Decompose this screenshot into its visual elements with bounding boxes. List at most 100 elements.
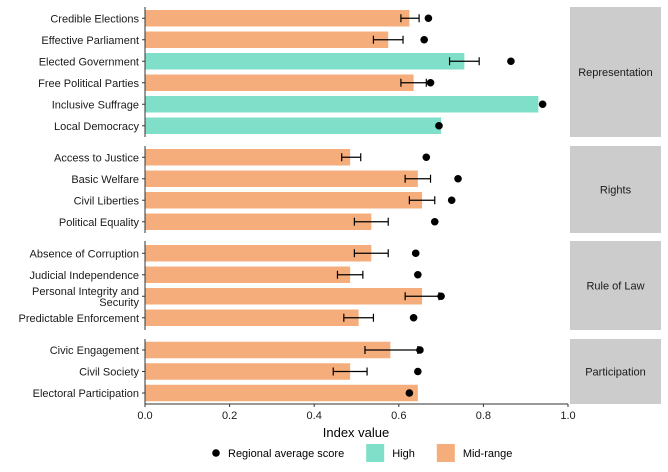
legend-item-regional-average-score: Regional average score <box>212 448 344 460</box>
row-predictable-enforcement: Predictable Enforcement <box>19 309 418 326</box>
legend-label: Regional average score <box>228 448 344 460</box>
y-tick-label: Effective Parliament <box>41 35 139 47</box>
y-tick-label: Political Equality <box>59 217 140 229</box>
y-tick-label: Civil Liberties <box>74 195 140 207</box>
error-bar <box>353 217 389 226</box>
bar <box>145 149 351 166</box>
x-tick-label: 0.0 <box>137 410 152 422</box>
row-civil-society: Civil Society <box>79 363 422 380</box>
error-bar <box>404 174 432 183</box>
legend-item-mid-range: Mid-range <box>436 444 513 462</box>
bar <box>145 341 391 359</box>
regional-average-point <box>414 367 422 376</box>
error-bar <box>400 14 420 23</box>
row-civic-engagement: Civic Engagement <box>50 341 424 359</box>
bar <box>145 266 351 283</box>
y-tick-label: Basic Welfare <box>71 174 139 186</box>
panel-rule-of-law: Rule of Law Absence of Corruption Judicial… <box>19 241 661 330</box>
row-credible-elections: Credible Elections <box>50 10 433 27</box>
y-tick-label: Free Political Parties <box>38 78 139 90</box>
error-bar <box>400 78 427 87</box>
legend-color-key <box>366 444 385 462</box>
legend-item-high: High <box>366 444 415 462</box>
row-judicial-independence: Judicial Independence <box>30 266 422 283</box>
panel-rights: Rights Access to Justice Basic Welfare Civi… <box>54 146 661 233</box>
regional-average-point <box>414 270 422 279</box>
error-bar <box>343 313 375 322</box>
regional-average-point <box>507 57 515 66</box>
regional-average-point <box>409 313 418 322</box>
regional-average-point <box>416 346 424 354</box>
y-tick-label: Inclusive Suffrage <box>52 99 139 111</box>
legend: Regional average score High Mid-range <box>212 444 512 462</box>
error-bar <box>336 270 364 279</box>
panel-strip-label: Rule of Law <box>586 281 644 293</box>
error-bar <box>448 57 480 66</box>
panel-strip <box>570 339 661 404</box>
regional-average-point <box>422 153 431 162</box>
error-bar <box>332 367 368 376</box>
row-personal-integrity-and-security: Personal Integrity and Security <box>32 286 445 309</box>
x-tick-label: 0.2 <box>222 410 237 422</box>
x-tick-label: 0.6 <box>391 410 406 422</box>
x-tick-label: 1.0 <box>560 410 575 422</box>
legend-label: Mid-range <box>463 448 513 460</box>
panel-representation: Representation Credible Elections Effectiv… <box>38 7 661 137</box>
regional-average-point <box>430 217 439 226</box>
regional-average-point <box>447 196 456 205</box>
row-civil-liberties: Civil Liberties <box>74 192 456 209</box>
regional-average-point <box>435 121 443 130</box>
bar <box>145 288 423 305</box>
regional-average-point <box>538 100 547 109</box>
y-tick-label: Local Democracy <box>54 121 139 133</box>
panel-strip <box>570 146 661 233</box>
y-tick-label: Judicial Independence <box>30 270 139 282</box>
y-tick-label: Credible Elections <box>50 13 139 25</box>
regional-average-point <box>405 389 414 397</box>
error-bar <box>341 153 362 162</box>
y-tick-label: Electoral Participation <box>33 388 139 400</box>
bar <box>145 309 359 326</box>
panel-strip <box>570 241 661 330</box>
bar <box>145 245 372 262</box>
bar <box>145 31 389 48</box>
row-political-equality: Political Equality <box>59 213 439 230</box>
row-free-political-parties: Free Political Parties <box>38 74 435 91</box>
error-bar <box>372 35 404 44</box>
row-access-to-justice: Access to Justice <box>54 149 431 166</box>
bar <box>145 363 351 380</box>
bar <box>145 74 414 91</box>
y-tick-label: Personal Integrity and Security <box>32 286 140 309</box>
panel-strip <box>570 7 661 137</box>
bar <box>145 192 423 209</box>
error-bar <box>353 249 389 258</box>
x-axis: 0.0 0.2 0.4 0.6 0.8 1.0 <box>137 403 576 422</box>
regional-average-point <box>454 174 462 183</box>
bar <box>145 96 539 113</box>
y-tick-label: Access to Justice <box>54 152 139 164</box>
panel-strip-label: Participation <box>585 367 646 379</box>
chart-panels: Representation Credible Elections Effectiv… <box>19 7 661 404</box>
bar <box>145 117 442 134</box>
row-elected-government: Elected Government <box>39 53 515 70</box>
regional-average-point <box>420 35 428 44</box>
row-electoral-participation: Electoral Participation <box>33 384 418 402</box>
row-local-democracy: Local Democracy <box>54 117 443 134</box>
legend-color-key <box>436 444 455 462</box>
bar <box>145 170 418 187</box>
bar <box>145 213 372 230</box>
bar <box>145 384 418 402</box>
y-tick-label: Elected Government <box>39 56 139 68</box>
x-axis-title: Index value <box>323 425 390 440</box>
panel-strip-label: Representation <box>578 67 653 79</box>
y-tick-label: Predictable Enforcement <box>19 313 139 325</box>
y-tick-label: Civic Engagement <box>50 345 139 357</box>
regional-average-point <box>437 292 445 301</box>
regional-average-point <box>426 78 435 87</box>
y-tick-label: Civil Society <box>79 367 139 379</box>
row-basic-welfare: Basic Welfare <box>71 170 462 187</box>
bar <box>145 53 465 70</box>
row-absence-of-corruption: Absence of Corruption <box>30 245 420 262</box>
regional-average-point <box>411 249 420 258</box>
